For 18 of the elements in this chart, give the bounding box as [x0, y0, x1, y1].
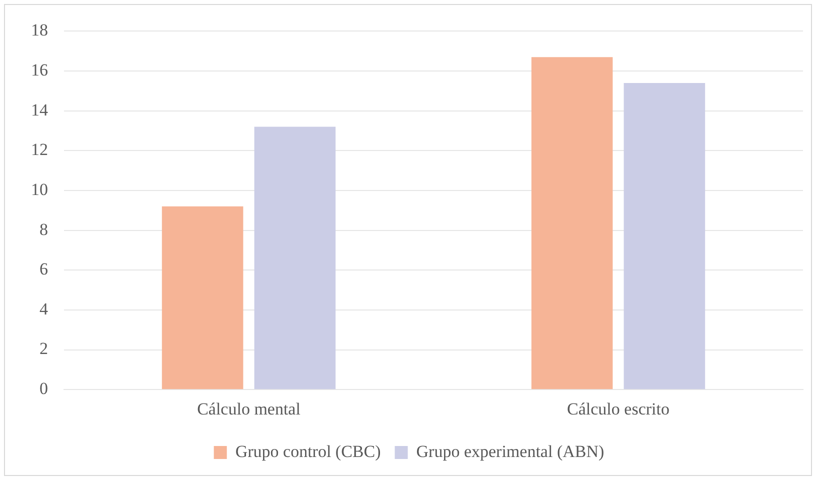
y-tick-label: 10: [31, 180, 48, 199]
y-tick-label: 18: [31, 20, 48, 40]
y-tick-label: 2: [40, 339, 48, 358]
legend-label: Grupo control (CBC): [235, 442, 381, 461]
y-tick-label: 8: [40, 220, 48, 239]
y-tick-label: 0: [40, 379, 48, 398]
y-tick-label: 6: [40, 260, 48, 279]
y-tick-label: 16: [31, 60, 48, 80]
x-tick-label: Cálculo mental: [197, 399, 301, 418]
y-tick-label: 4: [40, 299, 48, 318]
bar: [254, 126, 336, 390]
legend-label: Grupo experimental (ABN): [416, 442, 604, 461]
y-tick-label: 12: [31, 140, 48, 160]
bar: [162, 206, 244, 390]
y-tick-label: 14: [31, 100, 48, 120]
bar: [531, 57, 613, 390]
x-tick-label: Cálculo escrito: [567, 399, 670, 418]
bar: [624, 82, 706, 390]
